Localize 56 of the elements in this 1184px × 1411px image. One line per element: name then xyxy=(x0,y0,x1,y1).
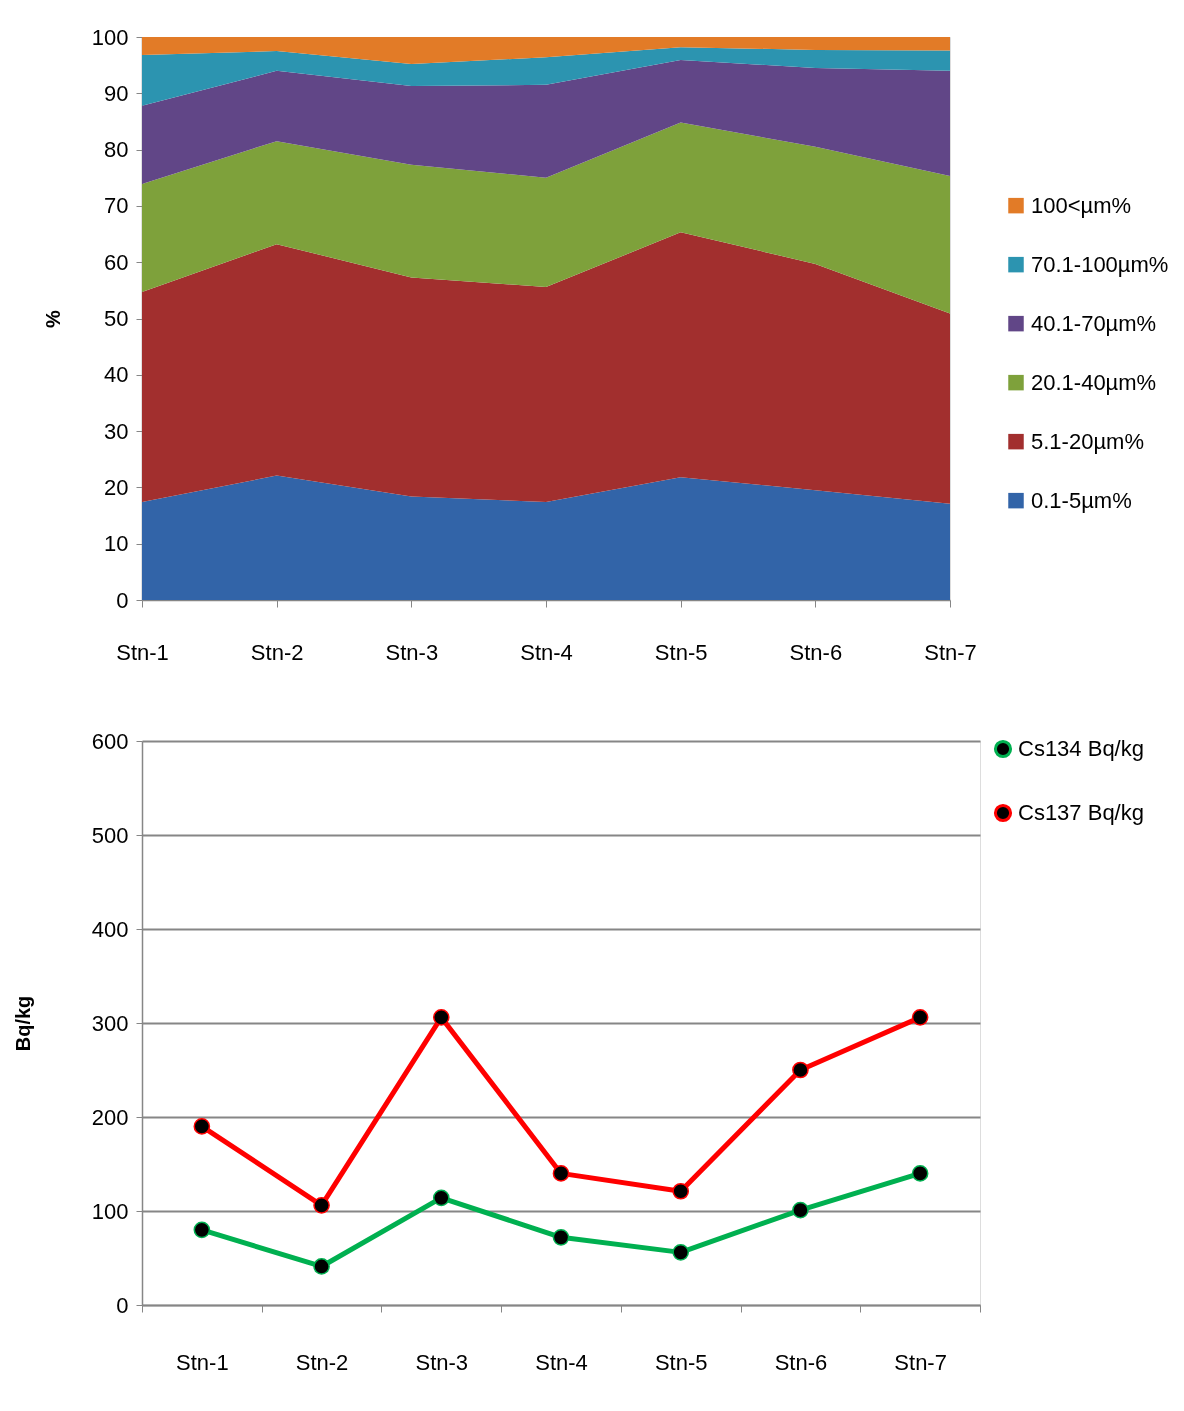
legend-label: 70.1-100µm% xyxy=(1031,251,1169,277)
point xyxy=(432,1009,450,1026)
point xyxy=(193,1118,211,1135)
y-tick-label: 10 xyxy=(104,531,129,557)
x-tick-label: Stn-2 xyxy=(295,1349,349,1375)
y-tick-label: 100 xyxy=(91,24,129,50)
x-tick-label: Stn-6 xyxy=(774,1349,828,1375)
legend-label: 40.1-70µm% xyxy=(1031,310,1157,336)
y-tick-label: 200 xyxy=(91,1104,129,1130)
y-tick-label: 60 xyxy=(104,249,129,275)
x-tick-label: Stn-1 xyxy=(176,1349,229,1375)
y-tick-label: 600 xyxy=(91,728,129,754)
x-tick-label: Stn-3 xyxy=(385,639,439,665)
legend-label: Cs134 Bq/kg xyxy=(1018,736,1144,761)
y-tick-label: 300 xyxy=(91,1010,129,1036)
point xyxy=(313,1197,330,1214)
y-tick-label: 100 xyxy=(91,1198,129,1224)
y-tick-label: 70 xyxy=(104,193,129,219)
y-tick-label: 50 xyxy=(104,306,129,331)
legend-label: 100<µm% xyxy=(1031,192,1132,218)
legend-label: 20.1-40µm% xyxy=(1031,369,1157,395)
x-tick-label: Stn-1 xyxy=(116,639,169,665)
y-tick-label: 400 xyxy=(91,916,129,942)
point xyxy=(313,1258,330,1275)
point xyxy=(792,1061,809,1079)
point xyxy=(672,1182,690,1200)
y-axis-title: % xyxy=(41,309,64,328)
point xyxy=(552,1229,570,1246)
point xyxy=(432,1189,450,1207)
point xyxy=(672,1244,690,1261)
y-tick-label: 0 xyxy=(116,587,129,613)
y-tick-label: 30 xyxy=(104,418,129,444)
point xyxy=(792,1201,809,1219)
legend-label: 0.1-5µm% xyxy=(1031,487,1132,513)
legend-label: Cs137 Bq/kg xyxy=(1018,800,1144,825)
y-tick-label: 500 xyxy=(91,822,129,848)
y-tick-label: 0 xyxy=(116,1292,129,1318)
x-tick-label: Stn-2 xyxy=(250,639,304,665)
point xyxy=(911,1009,929,1026)
point xyxy=(552,1165,570,1182)
y-axis-title: Bq/kg xyxy=(11,995,34,1052)
y-tick-label: 80 xyxy=(104,137,129,163)
x-tick-label: Stn-4 xyxy=(535,1349,588,1375)
y-tick-label: 40 xyxy=(104,362,129,388)
x-tick-label: Stn-4 xyxy=(520,639,573,665)
x-tick-label: Stn-7 xyxy=(894,1349,947,1375)
x-tick-label: Stn-3 xyxy=(415,1349,469,1375)
x-tick-label: Stn-6 xyxy=(789,639,843,665)
point xyxy=(193,1221,211,1239)
x-tick-label: Stn-5 xyxy=(654,1349,708,1375)
x-tick-label: Stn-5 xyxy=(654,639,708,665)
x-tick-label: Stn-7 xyxy=(924,639,977,665)
legend-label: 5.1-20µm% xyxy=(1031,428,1144,454)
y-tick-label: 90 xyxy=(104,80,129,106)
point xyxy=(911,1165,929,1182)
y-tick-label: 20 xyxy=(104,474,129,500)
